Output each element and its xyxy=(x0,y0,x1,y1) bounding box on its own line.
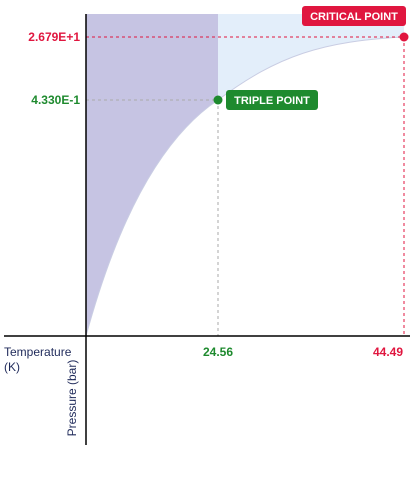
triple-point-badge xyxy=(226,90,318,110)
x-axis-label: Temperature (K) xyxy=(4,345,75,374)
solid-region xyxy=(86,14,218,336)
vaporization-curve xyxy=(217,36,405,101)
triple-point-badge-label: TRIPLE POINT xyxy=(234,95,310,107)
y-axis-label: Pressure (bar) xyxy=(65,360,79,437)
critical-point-marker xyxy=(399,32,409,42)
critical-point-badge xyxy=(302,6,406,26)
y-tick-label-critical: 2.679E+1 xyxy=(28,30,80,44)
y-tick-label-triple: 4.330E-1 xyxy=(31,93,80,107)
critical-point-badge-label: CRITICAL POINT xyxy=(310,11,398,23)
triple-point-marker xyxy=(213,95,223,105)
x-tick-label-triple: 24.56 xyxy=(203,345,233,359)
melting-curve xyxy=(85,99,219,337)
liquid-region xyxy=(218,14,404,100)
x-tick-label-critical: 44.49 xyxy=(373,345,403,359)
